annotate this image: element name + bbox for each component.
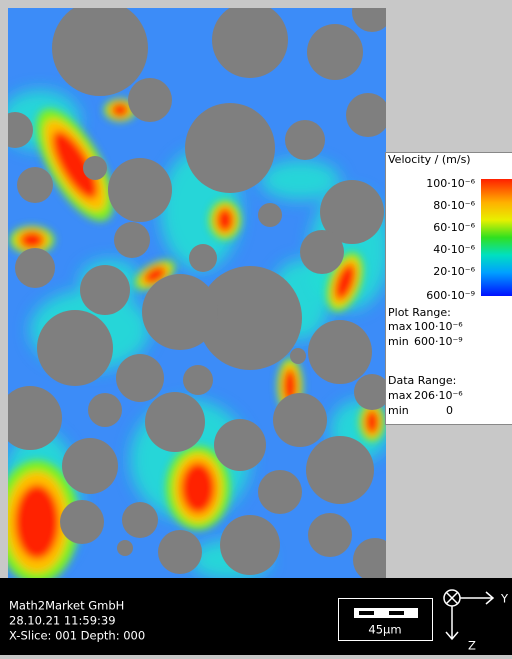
scale-seg	[359, 611, 374, 615]
grain	[307, 24, 363, 80]
grain	[145, 392, 205, 452]
plot-min-label: min	[388, 335, 409, 348]
legend-title: Velocity / (m/s)	[388, 153, 471, 166]
data-min: 0	[446, 404, 453, 417]
grain	[290, 348, 306, 364]
grain	[17, 167, 53, 203]
velocity-field	[0, 0, 397, 584]
axis-y-label: Y	[500, 592, 509, 606]
data-max: 206·10⁻⁶	[414, 389, 463, 402]
grain	[189, 244, 217, 272]
plot-range-heading: Plot Range:	[388, 306, 451, 319]
grain	[273, 393, 327, 447]
grain	[122, 502, 158, 538]
colorbar-tick-label: 80·10⁻⁶	[433, 199, 475, 212]
grain	[117, 540, 133, 556]
company: Math2Market GmbH	[9, 599, 124, 613]
grain	[60, 500, 104, 544]
colorbar-tick-label: 100·10⁻⁶	[426, 177, 475, 190]
grain	[354, 374, 390, 410]
flow-hot-core	[181, 463, 215, 514]
grain	[15, 248, 55, 288]
grain	[308, 513, 352, 557]
grain	[346, 93, 390, 137]
grain	[0, 386, 62, 450]
grain	[300, 230, 344, 274]
grain	[52, 0, 148, 96]
grain	[108, 158, 172, 222]
flow-hot-core	[112, 103, 129, 117]
grain	[128, 78, 172, 122]
grain	[83, 156, 107, 180]
plot-min: 600·10⁻⁹	[414, 335, 463, 348]
grain	[116, 354, 164, 402]
grain	[185, 103, 275, 193]
grain	[88, 393, 122, 427]
plot-max-label: max	[388, 320, 412, 333]
scale-label: 45µm	[368, 623, 401, 637]
grain	[353, 538, 397, 582]
grain	[158, 530, 202, 574]
flow-hot-core	[20, 232, 44, 249]
timestamp: 28.10.21 11:59:39	[9, 614, 116, 628]
grain	[258, 203, 282, 227]
axis-z-label: Z	[468, 639, 476, 653]
slice-info: X-Slice: 001 Depth: 000	[9, 629, 145, 643]
grain	[37, 310, 113, 386]
grain	[258, 470, 302, 514]
grain	[214, 419, 266, 471]
flow-hot-core	[217, 208, 234, 232]
grain	[142, 274, 218, 350]
grain	[285, 120, 325, 160]
grain	[114, 222, 150, 258]
colorbar-tick-label: 60·10⁻⁶	[433, 221, 475, 234]
grain	[80, 265, 130, 315]
colorbar-tick-label: 20·10⁻⁶	[433, 265, 475, 278]
grain	[62, 438, 118, 494]
legend: Velocity / (m/s) 100·10⁻⁶ 80·10⁻⁶ 60·10⁻⁶ 4…	[386, 153, 512, 425]
grain	[220, 515, 280, 575]
data-range-heading: Data Range:	[388, 374, 456, 387]
scale-seg	[389, 611, 404, 615]
flow-hot-core	[15, 485, 59, 560]
grain	[183, 365, 213, 395]
colorbar-tick-label: 40·10⁻⁶	[433, 243, 475, 256]
grain	[212, 2, 288, 78]
grain	[308, 320, 372, 384]
colorbar-tick-label: 600·10⁻⁹	[426, 289, 475, 302]
colorbar	[481, 179, 512, 296]
plot-max: 100·10⁻⁶	[414, 320, 463, 333]
flow-hot-core	[365, 410, 379, 434]
grain	[306, 436, 374, 504]
data-max-label: max	[388, 389, 412, 402]
data-min-label: min	[388, 404, 409, 417]
